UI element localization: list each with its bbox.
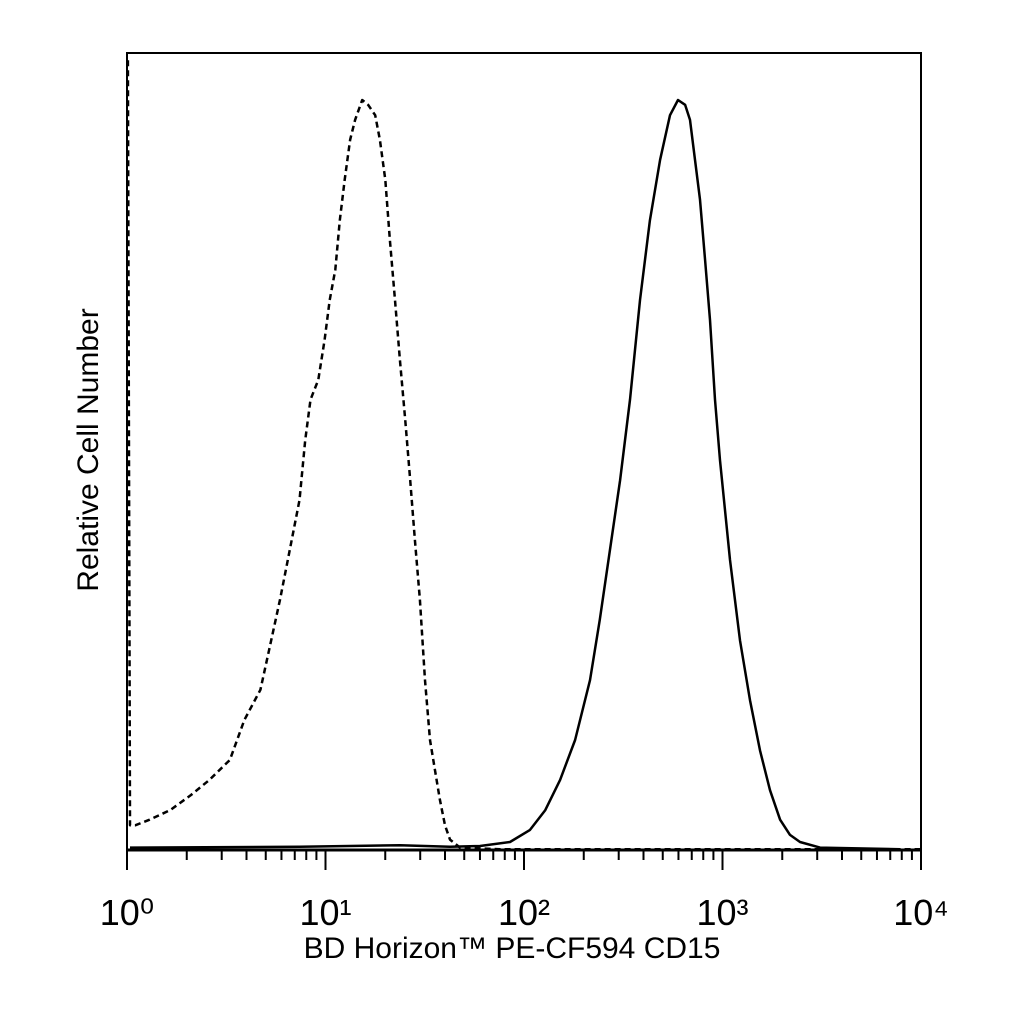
x-axis-label: BD Horizon™ PE-CF594 CD15: [304, 932, 721, 965]
x-tick-label: 10⁰: [100, 892, 154, 933]
histogram-line: [129, 98, 900, 851]
x-tick-label: 10¹: [299, 892, 351, 933]
x-tick-label: 10⁴: [893, 892, 949, 933]
y-axis-label: Relative Cell Number: [72, 308, 105, 591]
x-tick-label: 10²: [498, 892, 550, 933]
histogram-line: [126, 60, 921, 851]
plot-frame: [126, 52, 922, 851]
x-tick-label: 10³: [696, 892, 748, 933]
